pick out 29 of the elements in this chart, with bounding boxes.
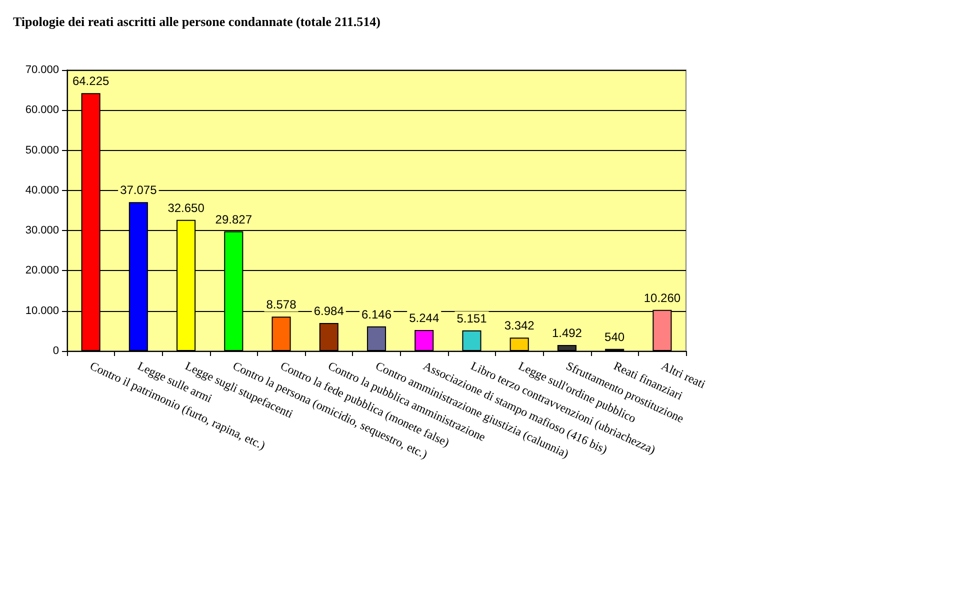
y-tick-label: 50.000 (25, 144, 59, 156)
data-label: 1.492 (552, 326, 582, 340)
data-label: 6.146 (361, 307, 392, 322)
data-label: 5.151 (456, 311, 488, 326)
bar (557, 345, 576, 351)
bar (272, 316, 291, 351)
bar (414, 330, 434, 351)
data-label: 8.578 (266, 298, 297, 312)
chart-title: Tipologie dei reati ascritti alle persone condannate (totale 211.514) (13, 14, 380, 29)
y-tick-label: 40.000 (25, 184, 59, 196)
data-label: 29.827 (215, 212, 252, 226)
data-label: 10.260 (644, 290, 681, 305)
y-tick-label: 60.000 (25, 104, 59, 116)
y-tick-label: 70.000 (25, 64, 59, 76)
y-tick-label: 30.000 (25, 224, 59, 237)
data-label: 3.342 (504, 318, 535, 333)
data-label: 37.075 (120, 183, 158, 198)
bar (510, 338, 529, 351)
bar (319, 322, 338, 351)
y-tick-label: 0 (52, 345, 59, 357)
data-label: 32.650 (168, 200, 205, 215)
y-tick-label: 20.000 (25, 264, 59, 277)
bar (366, 326, 386, 351)
data-label: 64.225 (72, 74, 110, 88)
bar (462, 330, 482, 351)
data-label: 540 (604, 330, 625, 344)
data-label: 5.244 (409, 310, 440, 325)
data-label: 6.984 (314, 304, 344, 318)
y-tick-label: 10.000 (25, 304, 59, 317)
